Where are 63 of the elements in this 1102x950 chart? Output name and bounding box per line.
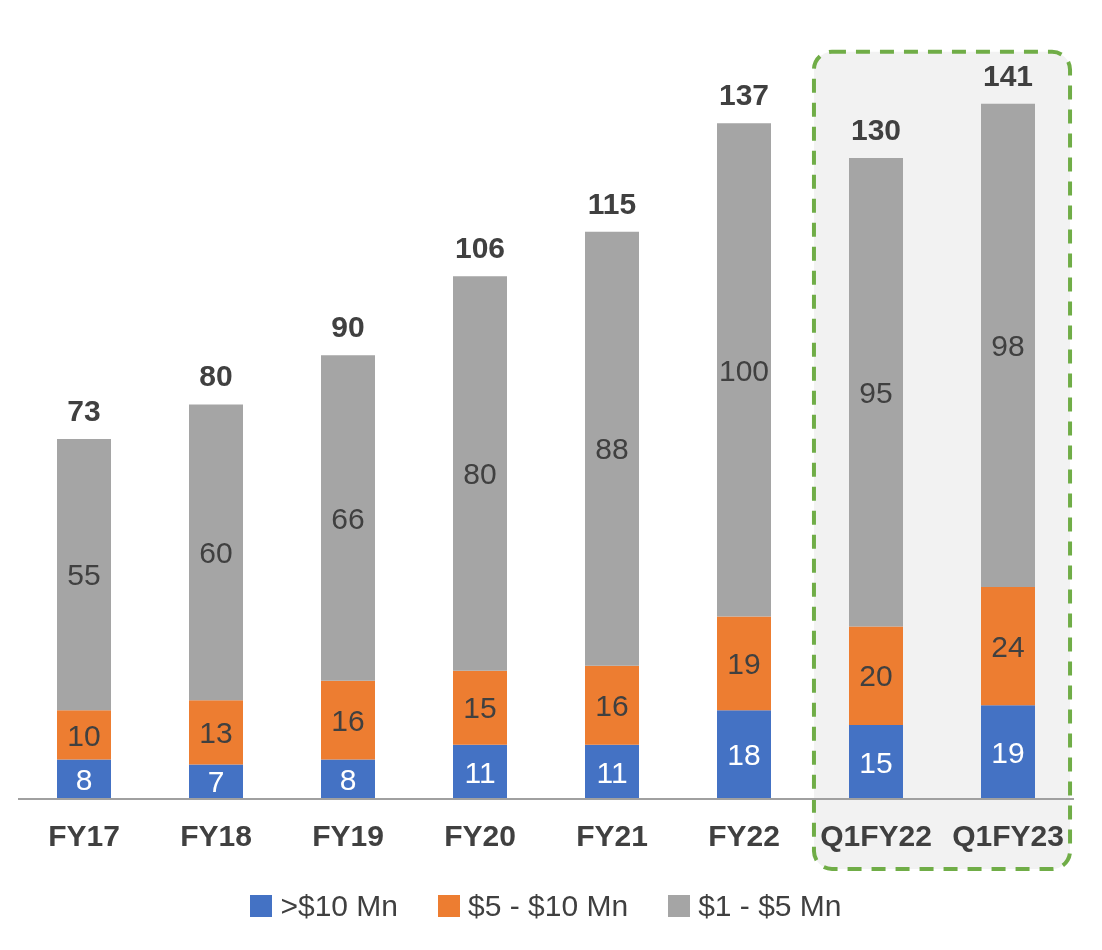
bar (849, 626, 903, 726)
bar (849, 725, 903, 799)
total-label: 106 (454, 231, 506, 265)
bar (849, 157, 903, 627)
legend-label: >$10 Mn (280, 889, 399, 923)
data-label: 11 (464, 755, 496, 789)
bar (189, 404, 243, 701)
data-label: 55 (67, 558, 101, 592)
total-label: 137 (718, 78, 770, 112)
data-label: 100 (718, 353, 770, 387)
bar (981, 103, 1035, 587)
x-tick-label: Q1FY23 (952, 819, 1064, 853)
legend-label: $1 - $5 Mn (698, 889, 842, 923)
x-tick-label: FY18 (180, 819, 252, 853)
total-label: 80 (199, 359, 233, 393)
bar (981, 586, 1035, 706)
x-tick-label: FY22 (708, 819, 780, 853)
bar (585, 665, 639, 745)
total-label: 90 (331, 310, 365, 344)
data-label: 7 (207, 765, 225, 799)
total-label: 115 (587, 186, 637, 220)
x-tick-label: FY20 (444, 819, 516, 853)
bar (57, 438, 111, 711)
data-label: 13 (199, 716, 233, 750)
bar (717, 710, 771, 799)
total-label: 73 (67, 393, 101, 427)
data-label: 16 (331, 703, 365, 737)
x-tick-label: FY21 (576, 819, 648, 853)
data-label: 15 (463, 691, 497, 725)
data-label: 95 (859, 375, 893, 409)
data-label: 88 (595, 432, 629, 466)
data-label: 18 (727, 738, 761, 772)
bar (189, 764, 243, 799)
bar (585, 231, 639, 666)
x-tick-label: Q1FY22 (820, 819, 932, 853)
legend-label: $5 - $10 Mn (468, 889, 629, 923)
data-label: 19 (727, 647, 761, 681)
data-label: 24 (991, 629, 1025, 663)
bar (981, 705, 1035, 799)
bar (717, 616, 771, 711)
bar (717, 123, 771, 617)
data-label: 66 (331, 501, 365, 535)
bar (453, 670, 507, 745)
data-label: 11 (596, 755, 628, 789)
x-tick-label: FY17 (48, 819, 120, 853)
data-label: 16 (595, 688, 629, 722)
bar (189, 700, 243, 765)
data-label: 98 (991, 328, 1025, 362)
data-label: 60 (199, 536, 233, 570)
total-label: 141 (982, 58, 1034, 92)
data-label: 10 (67, 718, 101, 752)
bar (321, 680, 375, 760)
data-label: 15 (859, 745, 893, 779)
bar (321, 355, 375, 681)
bar (57, 710, 111, 760)
data-label: 8 (339, 762, 357, 796)
bar (453, 276, 507, 671)
data-label: 8 (75, 762, 93, 796)
total-label: 130 (850, 112, 902, 146)
data-label: 20 (859, 659, 893, 693)
data-label: 19 (991, 735, 1025, 769)
data-label: 80 (463, 457, 497, 491)
x-tick-label: FY19 (312, 819, 384, 853)
